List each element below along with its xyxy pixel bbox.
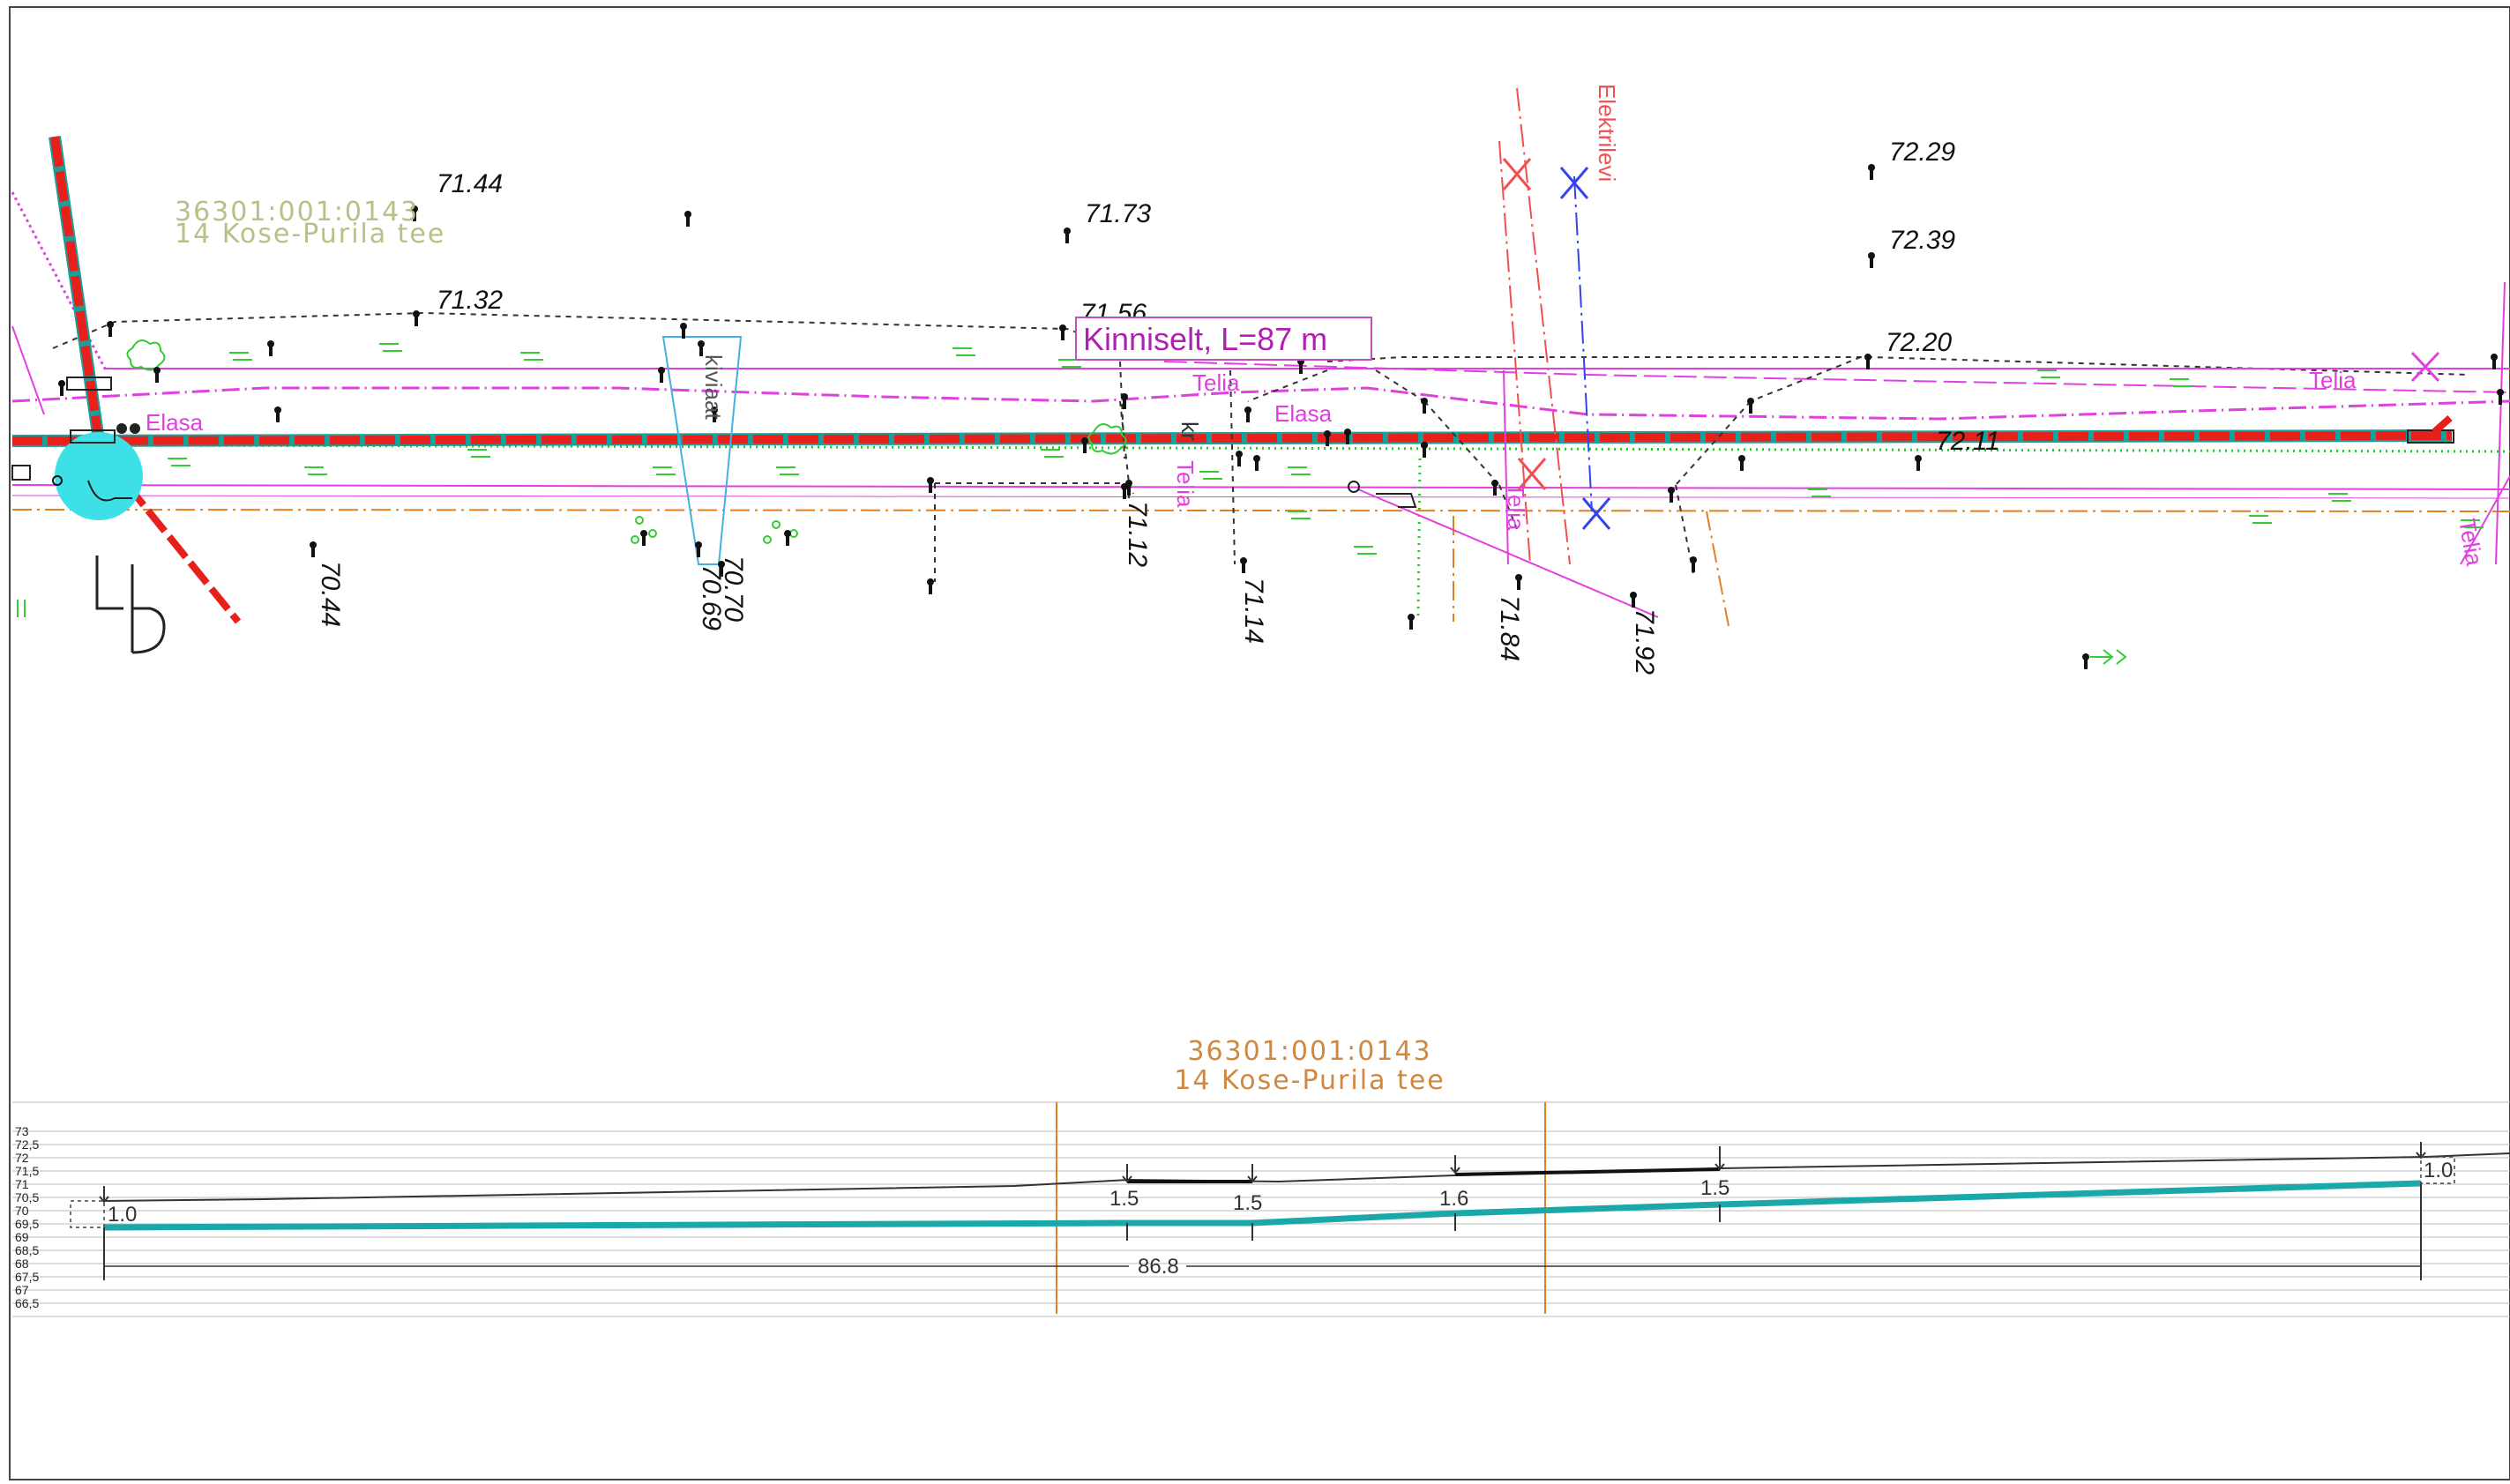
depth-box-end [2420, 1156, 2455, 1184]
scale-label: 69,5 [15, 1217, 39, 1231]
elevation-label: 72.11 [1936, 427, 2000, 456]
scale-label: 68,5 [15, 1243, 39, 1257]
parcel-id-plan: 36301:001:0143 [175, 197, 419, 227]
parcel-name-plan: 14 Kose-Purila tee [175, 219, 445, 250]
scale-label: 71 [15, 1177, 29, 1191]
survey-line-right [1326, 356, 2470, 376]
elevation-label: 71.44 [437, 169, 503, 198]
scale-label: 68 [15, 1257, 29, 1271]
marker-dot [116, 423, 127, 434]
scale-label: 73 [15, 1124, 29, 1138]
marker-dot [130, 423, 140, 434]
scale-label: 72,5 [15, 1137, 39, 1152]
diagonal-route-dash [50, 136, 106, 459]
junction-symbol [87, 480, 132, 502]
junction-box [70, 429, 116, 444]
telia-line-5 [11, 495, 2510, 499]
scale-label: 66,5 [15, 1296, 39, 1310]
survey-line-top [52, 311, 1192, 358]
scale-label: 69 [15, 1230, 29, 1244]
route-label-box [1075, 317, 1372, 361]
scale-label: 67 [15, 1283, 29, 1297]
profile-scale: 73 72,5 72 71,5 71 70,5 70 69,5 69 68,5 … [15, 1124, 39, 1310]
kr-label: kr [1177, 421, 1203, 441]
elevation-label: 71.32 [437, 286, 503, 315]
telia-line-2 [11, 386, 2510, 421]
telia-vertical [1503, 369, 1509, 565]
orange-utility-line [11, 509, 2510, 512]
lp-symbol [95, 556, 166, 654]
depth-label: 1.0 [2424, 1159, 2453, 1182]
blue-utility-line [1573, 175, 1593, 512]
depth-ticks [99, 1142, 2426, 1280]
elevation-label: 71.12 [1123, 501, 1152, 567]
green-dotted-line [131, 444, 2510, 453]
end-box [2407, 429, 2454, 444]
elasa-label: Elasa [1274, 400, 1333, 427]
depth-label: 1.5 [1700, 1176, 1729, 1200]
elevation-labels: 71.44 71.73 72.29 72.39 71.32 71.56 72.2… [316, 138, 2000, 675]
plan-view: 71.44 71.73 72.29 72.39 71.32 71.56 72.2… [11, 84, 2510, 675]
elasa-label-left: Elasa [146, 409, 204, 436]
elevation-label: 70.69 [697, 564, 726, 630]
green-dotted-branch [1416, 458, 1422, 618]
well-marker [1348, 481, 1360, 493]
depth-label: 1.0 [108, 1203, 137, 1227]
orange-utility-branch [1706, 511, 1729, 627]
elevation-label: 71.92 [1630, 608, 1659, 675]
ground-profile-line [103, 1152, 2510, 1202]
cabinet-symbol [1376, 493, 1417, 508]
elevation-label: 71.73 [1085, 199, 1151, 228]
telia-label-vertical-2: Telia [1503, 483, 1529, 531]
parcel-id-profile: 36301:001:0143 [1187, 1036, 1431, 1067]
tree-symbols [126, 339, 2127, 665]
elevation-label: 70.70 [719, 556, 748, 622]
telia-label-vertical: Telia [1172, 460, 1199, 508]
elevation-label: 71.84 [1495, 595, 1524, 661]
profile-view: 36301:001:0143 14 Kose-Purila tee 7 [12, 1036, 2510, 1317]
elektrilevi-line [1516, 87, 1571, 565]
telia-label-right: Telia [2309, 367, 2357, 393]
depth-label: 1.5 [1109, 1187, 1139, 1211]
right-telia-diagonal [2460, 475, 2510, 565]
elevation-label: 72.39 [1889, 226, 1955, 255]
scale-label: 70 [15, 1204, 29, 1218]
telia-label: Telia [1192, 369, 1240, 396]
left-boundary-line [11, 325, 45, 415]
scale-label: 71,5 [15, 1164, 39, 1178]
length-label: 86.8 [1138, 1255, 1179, 1279]
elevation-label: 72.20 [1886, 328, 1952, 357]
elevation-label: 72.29 [1889, 138, 1955, 167]
dotted-boundary-line [11, 191, 108, 371]
right-telia-line [2495, 281, 2506, 565]
elevation-label: 71.14 [1239, 578, 1268, 644]
depth-label: 1.5 [1233, 1191, 1262, 1215]
junction-box-top [66, 377, 112, 391]
profile-grid [12, 1101, 2510, 1317]
ground-segment [1454, 1167, 1721, 1176]
telia-line-4 [11, 484, 2510, 490]
kiviaat-label: kiviaat [700, 354, 727, 420]
route-label: Kinniselt, L=87 m [1083, 321, 1327, 357]
leader-lines [934, 356, 1862, 582]
drawing-frame [9, 6, 2510, 1480]
survey-points [52, 164, 2504, 669]
telia-line-3 [1163, 361, 2510, 393]
depth-box-start [70, 1200, 105, 1228]
elevation-label: 70.44 [316, 561, 345, 627]
edge-box [11, 465, 31, 481]
scale-label: 72 [15, 1151, 29, 1165]
cross-markers [1502, 158, 2440, 530]
elektrilevi-label: Elektrilevi [1594, 84, 1620, 182]
end-route-stub [2432, 415, 2453, 435]
parcel-name-profile: 14 Kose-Purila tee [1174, 1065, 1445, 1096]
junction-node [55, 432, 143, 520]
elektrilevi-line-2 [1498, 140, 1531, 565]
scale-label: 70,5 [15, 1190, 39, 1204]
depth-label: 1.6 [1439, 1187, 1468, 1211]
grass-marks [17, 343, 2484, 617]
scale-label: 67,5 [15, 1270, 39, 1284]
cable-profile-line [103, 1180, 2422, 1231]
